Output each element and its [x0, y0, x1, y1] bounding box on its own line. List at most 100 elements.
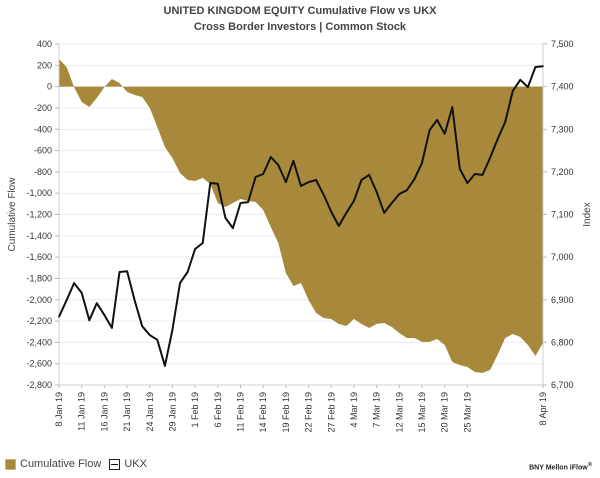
legend: Cumulative Flow UKX — [5, 458, 155, 470]
legend-item-ukx[interactable]: UKX — [109, 458, 147, 470]
y-tick-label-left: -400 — [34, 124, 52, 134]
ukx-point — [436, 119, 438, 121]
ukx-point — [466, 182, 469, 184]
y-tick-label-right: 7,000 — [551, 252, 574, 262]
legend-label: UKX — [124, 458, 147, 470]
ukx-point — [171, 329, 174, 331]
ukx-point — [443, 133, 446, 135]
ukx-point — [201, 242, 204, 244]
x-tick-label: 11 Feb 19 — [236, 392, 246, 432]
y-tick-label-left: -2,800 — [26, 380, 52, 390]
ukx-point — [141, 325, 143, 327]
ukx-point — [292, 159, 295, 162]
y-tick-label-left: -600 — [34, 146, 52, 156]
y-tick-label-right: 7,500 — [551, 39, 574, 49]
ukx-point — [322, 194, 325, 196]
ukx-point — [179, 282, 181, 284]
x-tick-label: 19 Feb 19 — [281, 392, 291, 433]
ukx-point — [345, 211, 348, 214]
x-tick-label: 24 Jan 19 — [145, 392, 155, 432]
y-axis-title-left: Cumulative Flow — [7, 177, 18, 252]
ukx-point — [421, 162, 423, 164]
x-tick-label: 21 Jan 19 — [122, 392, 132, 432]
ukx-point — [375, 191, 378, 193]
y-tick-label-left: 200 — [37, 60, 52, 70]
x-tick-label: 14 Feb 19 — [258, 392, 268, 433]
y-tick-label-left: -1,200 — [26, 210, 52, 220]
y-tick-label-right: 7,400 — [551, 82, 574, 92]
y-tick-label-left: -800 — [34, 167, 52, 177]
ukx-point — [156, 339, 159, 341]
ukx-point — [118, 271, 121, 273]
y-tick-label-left: -1,800 — [26, 273, 52, 283]
x-tick-label: 20 Mar 19 — [440, 392, 450, 433]
y-tick-label-left: -2,200 — [26, 316, 52, 326]
y-tick-label-right: 7,100 — [551, 210, 574, 220]
ukx-point — [315, 179, 317, 181]
y-tick-label-right: 6,700 — [551, 380, 574, 390]
ukx-point — [111, 327, 113, 329]
ukx-point — [103, 314, 106, 316]
ukx-point — [164, 365, 166, 367]
chart-subtitle: Cross Border Investors | Common Stock — [193, 21, 407, 33]
area-swatch-icon — [5, 458, 16, 470]
ukx-point — [542, 65, 544, 67]
ukx-point — [451, 106, 454, 108]
brand-logo: BNY Mellon iFlow® — [529, 462, 592, 472]
ukx-point — [383, 211, 385, 214]
ukx-point — [73, 282, 75, 284]
ukx-point — [481, 174, 484, 176]
ukx-point — [96, 302, 98, 304]
ukx-point — [217, 183, 219, 185]
cumulative-flow-area — [59, 59, 543, 373]
legend-item-cumulative-flow[interactable]: Cumulative Flow — [5, 458, 101, 470]
x-tick-label: 6 Feb 19 — [213, 392, 223, 428]
ukx-point — [254, 176, 257, 178]
x-tick-label: 7 Mar 19 — [372, 392, 382, 428]
x-tick-label: 22 Feb 19 — [304, 392, 314, 433]
ukx-point — [330, 211, 333, 213]
ukx-point — [504, 121, 506, 123]
x-tick-label: 4 Mar 19 — [349, 392, 359, 428]
y-tick-label-left: -1,000 — [26, 188, 52, 198]
y-tick-label-left: -2,000 — [26, 295, 52, 305]
ukx-point — [428, 129, 431, 131]
ukx-point — [406, 189, 408, 192]
ukx-point — [126, 270, 128, 272]
line-swatch-icon — [109, 458, 121, 470]
y-tick-label-left: -2,600 — [26, 359, 52, 369]
y-tick-label-left: 0 — [47, 82, 52, 92]
ukx-point — [247, 201, 249, 203]
x-tick-label: 16 Jan 19 — [99, 392, 109, 432]
x-tick-label: 29 Jan 19 — [167, 392, 177, 432]
legend-label: Cumulative Flow — [20, 458, 102, 470]
ukx-point — [133, 299, 136, 301]
ukx-point — [80, 292, 83, 294]
ukx-point — [368, 174, 370, 176]
ukx-point — [353, 200, 355, 202]
ukx-point — [338, 225, 340, 227]
x-tick-label: 12 Mar 19 — [394, 392, 404, 433]
y-tick-label-right: 7,200 — [551, 167, 574, 177]
ukx-point — [459, 168, 461, 170]
ukx-point — [194, 248, 196, 250]
x-tick-label: 25 Mar 19 — [462, 392, 472, 433]
ukx-point — [232, 227, 234, 229]
ukx-point — [88, 319, 91, 322]
x-tick-label: 11 Jan 19 — [77, 392, 87, 431]
y-tick-label-left: 400 — [37, 39, 52, 49]
ukx-point — [398, 193, 401, 195]
ukx-point — [65, 299, 68, 301]
y-tick-label-right: 6,800 — [551, 337, 574, 347]
ukx-point — [360, 179, 363, 181]
y-tick-label-right: 7,300 — [551, 124, 574, 134]
y-tick-label-left: -200 — [34, 103, 52, 113]
ukx-point — [390, 202, 393, 204]
y-tick-label-right: 6,900 — [551, 295, 574, 305]
ukx-point — [496, 138, 499, 140]
y-tick-label-left: -1,600 — [26, 252, 52, 262]
x-tick-label: 1 Feb 19 — [190, 392, 200, 428]
ukx-point — [269, 156, 272, 158]
ukx-point — [209, 182, 212, 184]
